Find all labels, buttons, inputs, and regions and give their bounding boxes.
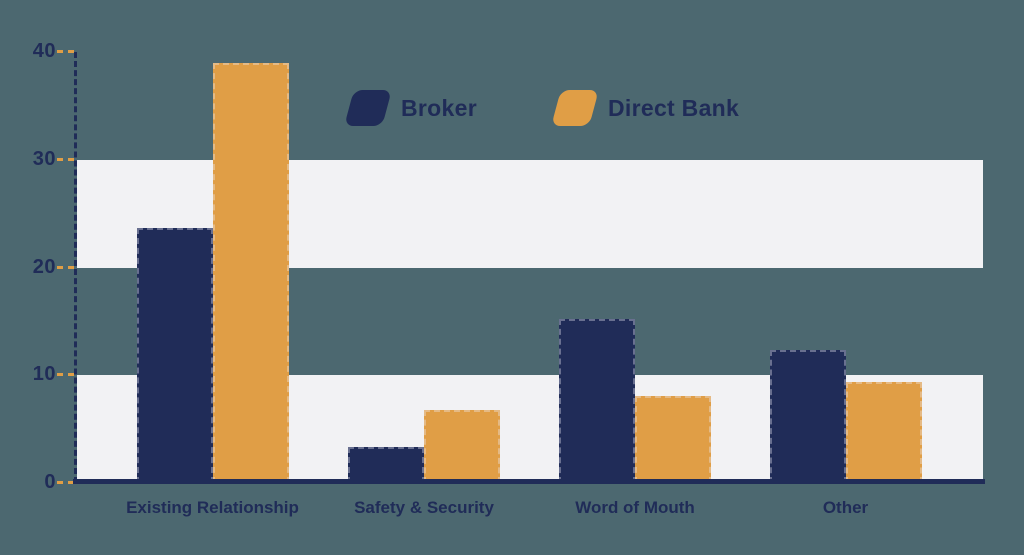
bar-broker-word-of-mouth: [559, 319, 635, 483]
bar-broker-other: [769, 350, 846, 483]
x-label-existing-relationship: Existing Relationship: [126, 498, 299, 517]
legend-item-direct-bank: Direct Bank: [551, 90, 740, 126]
bar-broker-existing-relationship: [136, 227, 213, 483]
y-tick-label-10: 10: [32, 363, 56, 386]
y-tick-mark-10: [57, 373, 74, 377]
x-axis-line: [73, 479, 985, 484]
y-tick-mark-20: [57, 265, 74, 269]
y-tick-mark-30: [57, 157, 74, 161]
legend-label-direct-bank: Direct Bank: [608, 95, 740, 121]
x-label-safety-security: Safety & Security: [354, 498, 494, 517]
y-tick-label-30: 30: [32, 147, 56, 170]
legend-item-broker: Broker: [344, 90, 477, 126]
broker-legend-swatch-icon: [344, 90, 392, 126]
y-tick-mark-40: [57, 50, 74, 53]
y-tick-label-20: 20: [32, 255, 56, 278]
bar-direct-bank-word-of-mouth: [635, 395, 711, 483]
legend-label-broker: Broker: [401, 95, 477, 121]
bar-direct-bank-safety-security: [424, 409, 500, 483]
bar-direct-bank-existing-relationship: [212, 62, 289, 483]
y-tick-label-0: 0: [44, 471, 56, 493]
y-tick-mark-0: [57, 481, 74, 484]
bar-direct-bank-other: [845, 381, 922, 483]
x-label-word-of-mouth: Word of Mouth: [575, 498, 695, 517]
bar-broker-safety-security: [348, 447, 424, 483]
direct-bank-legend-swatch-icon: [551, 90, 599, 126]
x-label-other: Other: [822, 498, 869, 517]
y-tick-label-40: 40: [32, 40, 56, 62]
y-axis-line: [74, 52, 77, 483]
